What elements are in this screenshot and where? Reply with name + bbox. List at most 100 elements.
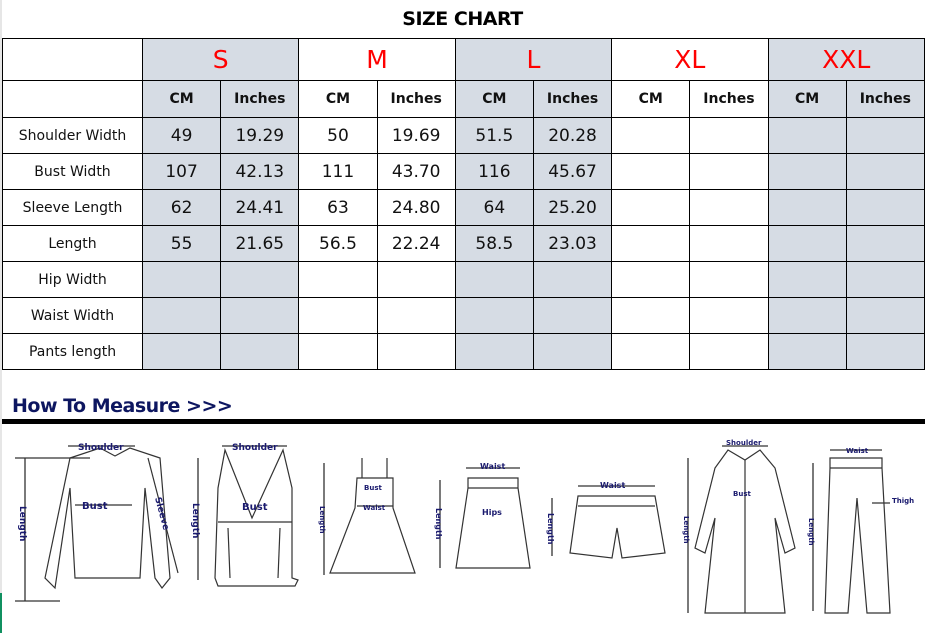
value-cell	[298, 261, 378, 298]
unit-cm: CM	[767, 80, 847, 118]
table-row: Length 55 21.65 56.5 22.24 58.5 23.03	[2, 225, 925, 262]
row-label: Bust Width	[2, 153, 143, 190]
label-bust: Bust	[82, 501, 108, 512]
label-length: Length	[190, 503, 200, 538]
value-cell	[611, 225, 691, 262]
value-cell	[845, 261, 925, 298]
label-length: Length	[318, 506, 326, 534]
table-row: Pants length	[2, 333, 925, 370]
value-cell	[532, 261, 613, 298]
row-label: Hip Width	[2, 261, 143, 298]
value-cell	[845, 117, 925, 154]
value-cell	[376, 333, 456, 370]
value-cell: 19.29	[220, 117, 300, 154]
value-cell	[532, 333, 613, 370]
label-waist: Waist	[363, 504, 386, 512]
value-cell	[298, 297, 378, 334]
value-cell	[767, 189, 847, 226]
coat-diagram: Shoulder Bust Length	[682, 439, 796, 614]
value-cell	[141, 297, 222, 334]
value-cell	[689, 153, 769, 190]
how-to-measure-heading: How To Measure >>>	[12, 395, 233, 417]
unit-corner-cell	[2, 80, 143, 118]
label-thigh: Thigh	[892, 497, 914, 505]
value-cell	[611, 297, 691, 334]
shorts-diagram: Waist Length	[546, 481, 666, 559]
value-cell	[611, 117, 691, 154]
unit-inches: Inches	[845, 80, 925, 118]
value-cell	[611, 333, 691, 370]
label-sleeve: Sleeve	[152, 496, 170, 531]
value-cell	[532, 297, 613, 334]
unit-cm: CM	[454, 80, 534, 118]
table-row: Sleeve Length 62 24.41 63 24.80 64 25.20	[2, 189, 925, 226]
unit-inches: Inches	[689, 80, 769, 118]
value-cell: 20.28	[532, 117, 613, 154]
size-header-m: M	[298, 38, 456, 81]
value-cell	[767, 225, 847, 262]
value-cell: 58.5	[454, 225, 534, 262]
label-length: Length	[546, 513, 555, 545]
page-title: SIZE CHART	[402, 8, 523, 30]
value-cell: 21.65	[220, 225, 300, 262]
row-label: Pants length	[2, 333, 143, 370]
value-cell: 63	[298, 189, 378, 226]
row-label: Waist Width	[2, 297, 143, 334]
measurement-diagrams: Shoulder Bust Sleeve Length Shoulder Bus…	[15, 439, 914, 614]
label-waist: Waist	[846, 447, 869, 455]
value-cell	[611, 153, 691, 190]
unit-cm: CM	[141, 80, 222, 118]
label-waist: Waist	[480, 462, 505, 471]
value-cell	[454, 261, 534, 298]
tank-top-diagram: Shoulder Bust Length	[190, 443, 299, 587]
corner-cell	[2, 38, 143, 81]
value-cell	[767, 297, 847, 334]
value-cell	[611, 189, 691, 226]
value-cell	[376, 297, 456, 334]
size-header-xxl: XXL	[767, 38, 925, 81]
unit-inches: Inches	[376, 80, 456, 118]
value-cell	[845, 225, 925, 262]
value-cell: 43.70	[376, 153, 456, 190]
unit-inches: Inches	[220, 80, 300, 118]
label-length: Length	[682, 516, 690, 544]
unit-inches: Inches	[532, 80, 613, 118]
value-cell	[689, 189, 769, 226]
label-shoulder: Shoulder	[726, 439, 762, 447]
value-cell	[689, 333, 769, 370]
table-row: Bust Width 107 42.13 111 43.70 116 45.67	[2, 153, 925, 190]
value-cell: 24.41	[220, 189, 300, 226]
label-bust: Bust	[733, 490, 751, 498]
value-cell	[845, 333, 925, 370]
value-cell: 107	[141, 153, 222, 190]
table-row: Waist Width	[2, 297, 925, 334]
label-bust: Bust	[242, 502, 268, 513]
value-cell	[689, 117, 769, 154]
value-cell: 64	[454, 189, 534, 226]
value-cell: 62	[141, 189, 222, 226]
value-cell: 25.20	[532, 189, 613, 226]
value-cell	[220, 333, 300, 370]
label-length: Length	[807, 518, 815, 546]
size-chart-table: S M L XL XXL CM Inches CM Inches CM Inches CM Inches…	[2, 38, 925, 370]
value-cell	[689, 297, 769, 334]
value-cell	[376, 261, 456, 298]
size-header-s: S	[141, 38, 300, 81]
label-length: Length	[17, 506, 27, 541]
value-cell	[845, 297, 925, 334]
value-cell	[220, 297, 300, 334]
pants-diagram: Waist Thigh Length	[807, 447, 914, 614]
value-cell	[141, 261, 222, 298]
value-cell	[689, 261, 769, 298]
label-hips: Hips	[482, 508, 502, 517]
unit-cm: CM	[298, 80, 378, 118]
value-cell: 23.03	[532, 225, 613, 262]
value-cell	[454, 297, 534, 334]
value-cell	[767, 333, 847, 370]
value-cell	[767, 153, 847, 190]
value-cell	[845, 189, 925, 226]
value-cell	[845, 153, 925, 190]
label-length: Length	[434, 508, 443, 540]
value-cell: 111	[298, 153, 378, 190]
value-cell: 116	[454, 153, 534, 190]
